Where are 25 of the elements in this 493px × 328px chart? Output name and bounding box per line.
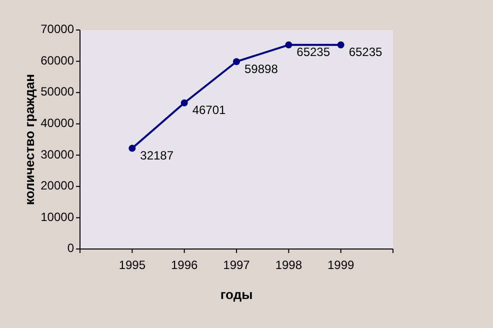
data-label: 59898 — [244, 62, 278, 76]
y-tick-label: 50000 — [40, 84, 74, 99]
data-label: 46701 — [192, 103, 226, 118]
y-tick-label: 60000 — [40, 53, 74, 68]
data-label: 32187 — [140, 148, 174, 162]
point — [233, 58, 240, 66]
x-tick-label: 1999 — [327, 258, 355, 272]
y-tick-label: 40000 — [40, 116, 74, 130]
x-axis-title: годы — [220, 287, 253, 302]
y-tick-label: 10000 — [40, 210, 74, 224]
x-tick-label: 1998 — [275, 258, 302, 272]
x-tick-label: 1997 — [223, 258, 250, 272]
y-tick-label: 0 — [67, 241, 74, 256]
x-tick-label: 1995 — [118, 258, 146, 272]
y-tick-label: 30000 — [40, 147, 74, 162]
point — [128, 144, 136, 152]
y-tick-label: 70000 — [40, 22, 74, 36]
point — [180, 99, 188, 106]
data-label: 65235 — [296, 45, 330, 60]
data-label: 65235 — [348, 45, 383, 60]
point — [337, 41, 344, 48]
y-axis-title: количество граждан — [22, 74, 37, 205]
y-tick-label: 20000 — [40, 178, 74, 193]
x-tick-label: 1996 — [170, 258, 198, 272]
point — [285, 41, 292, 48]
